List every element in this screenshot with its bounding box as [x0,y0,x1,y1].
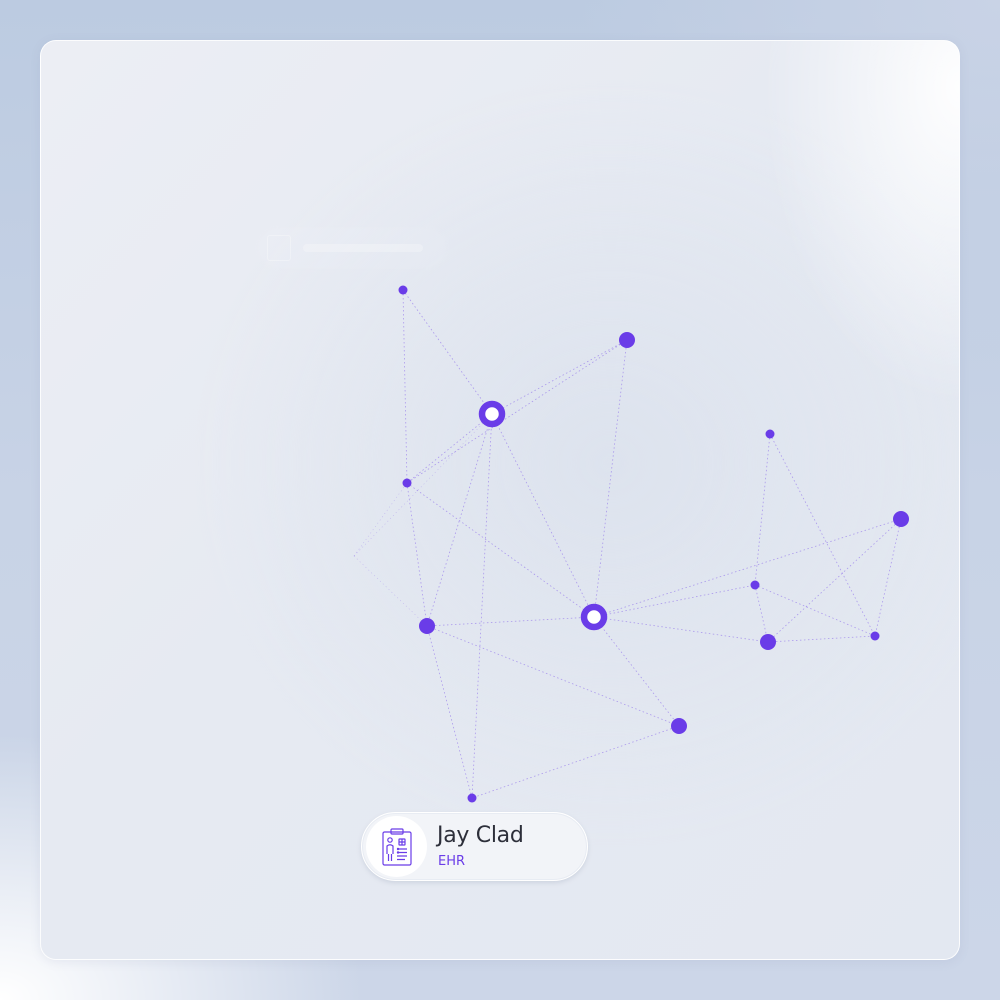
network-edge-n7-n9 [754,433,771,586]
network-edge-n7-n11 [769,433,876,637]
network-node-n2[interactable] [619,332,635,348]
network-edge-n2-n4 [406,339,628,484]
network-edges [353,289,902,799]
network-edge-n8-n10 [767,518,902,643]
network-edge-n6-n12 [593,616,680,727]
network-strand-0 [353,482,408,557]
network-node-n3[interactable] [478,400,506,428]
network-node-n1[interactable] [398,285,408,295]
network-edge-n13-n3 [471,413,493,799]
network-node-n12[interactable] [671,718,687,734]
network-edge-n12-n13 [471,725,680,799]
network-node-n5[interactable] [419,618,435,634]
network-node-n11[interactable] [870,631,880,641]
network-node-n4[interactable] [402,478,412,488]
network-edge-n3-n6 [491,413,595,618]
network-edge-n3-n5 [426,413,493,627]
network-edge-n2-n6 [593,339,628,618]
faded-label-placeholder [303,244,423,252]
network-edge-n9-n11 [754,584,876,637]
profile-avatar [366,816,427,877]
network-strand-1 [353,555,428,627]
network-edge-n9-n10 [754,584,769,643]
network-edge-n2-n3 [491,339,628,415]
network-edge-n10-n11 [767,635,876,643]
network-node-n13[interactable] [467,793,477,803]
network-edge-n1-n4 [402,289,408,484]
network-edge-n3-n4 [406,413,493,484]
network-edge-n4-n6 [406,482,595,618]
network-edge-n13-n5 [426,625,473,799]
network-edge-n1-n3 [402,289,493,415]
profile-chip[interactable]: Jay Clad EHR [361,812,588,881]
network-edge-n5-n6 [426,616,595,627]
network-edge-n4-n5 [406,482,428,627]
network-node-n10[interactable] [760,634,776,650]
network-card: Jay Clad EHR [40,40,960,960]
network-nodes [398,285,909,803]
network-node-n7[interactable] [765,429,775,439]
network-edge-n6-n8 [593,518,902,618]
network-edge-n5-n12 [426,625,680,727]
network-node-n8[interactable] [893,511,909,527]
profile-subtitle: EHR [438,854,466,869]
network-edge-n8-n11 [874,518,902,637]
medical-record-icon [381,827,412,866]
network-graph [353,285,909,803]
profile-name: Jay Clad [437,823,524,848]
network-node-n9[interactable] [750,580,760,590]
faded-profile-chip [259,229,445,267]
network-edge-n6-n10 [593,616,769,643]
network-strand-2 [353,413,493,557]
network-node-n6[interactable] [580,603,608,631]
faded-record-icon [267,235,291,261]
network-edge-n6-n9 [593,584,756,618]
